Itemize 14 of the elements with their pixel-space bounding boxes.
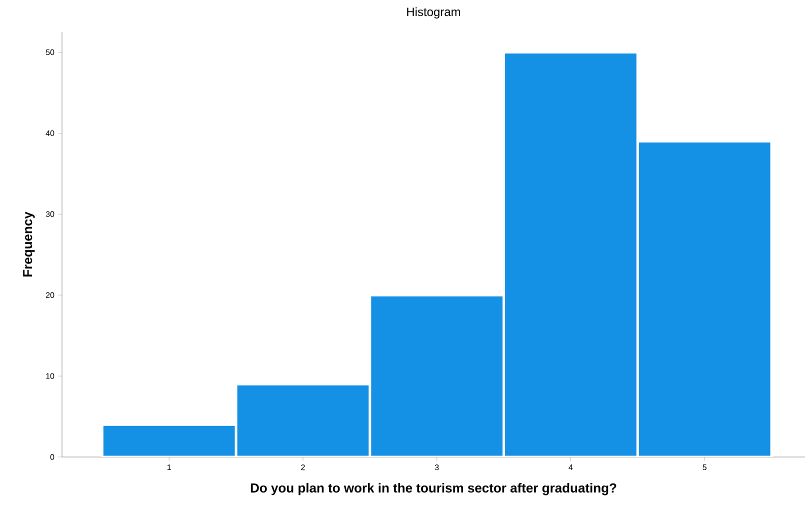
x-tick-label: 2: [301, 464, 305, 470]
y-tick-label: 30: [46, 211, 54, 217]
y-axis-title: Frequency: [23, 212, 35, 276]
y-tick-label: 0: [50, 454, 54, 460]
y-tick-label: 10: [46, 373, 54, 379]
x-tick-label: 5: [702, 464, 706, 470]
chart-title: Histogram: [407, 7, 460, 18]
y-tick-label: 40: [46, 130, 54, 136]
x-tick-label: 1: [167, 464, 171, 470]
y-tick-label: 20: [46, 292, 54, 298]
x-tick-label: 3: [434, 464, 439, 470]
x-axis-title: Do you plan to work in the tourism sector after graduating?: [250, 483, 616, 496]
y-tick-label: 50: [46, 49, 54, 56]
x-tick-label: 4: [568, 464, 573, 470]
